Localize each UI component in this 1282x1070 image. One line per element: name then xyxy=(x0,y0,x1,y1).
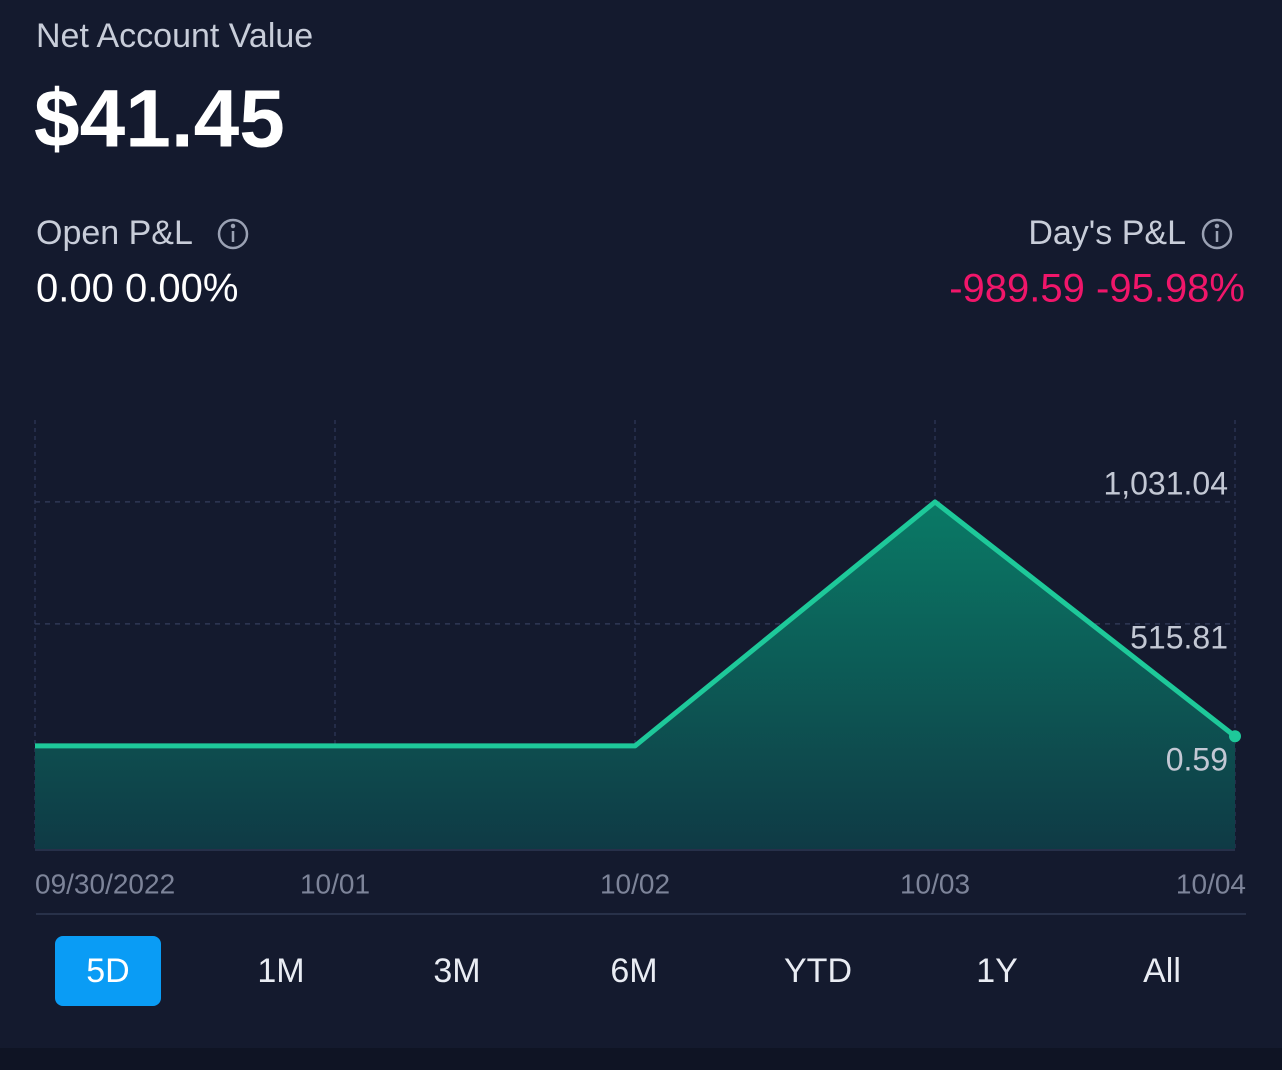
open-pnl-value: 0.00 0.00% xyxy=(36,267,238,311)
account-value: $41.45 xyxy=(34,74,285,165)
x-tick-label: 10/03 xyxy=(900,868,970,899)
bottom-bar xyxy=(0,1048,1282,1070)
open-pnl-label: Open P&L xyxy=(36,214,193,252)
line xyxy=(35,499,1237,749)
x-tick-label: 10/04 xyxy=(1176,868,1246,899)
range-button[interactable]: 3M xyxy=(433,952,481,990)
info-icon[interactable] xyxy=(217,218,249,250)
x-tick-label: 09/30/2022 xyxy=(35,868,175,899)
y-tick-label: 1,031.04 xyxy=(1103,465,1228,501)
range-button[interactable]: 1Y xyxy=(976,952,1018,990)
day-pnl-value: -989.59 -95.98% xyxy=(949,267,1245,311)
day-pnl-label: Day's P&L xyxy=(1028,214,1186,252)
y-tick-label: 0.59 xyxy=(1166,741,1228,777)
info-icon[interactable] xyxy=(1201,218,1233,250)
range-button[interactable]: 1M xyxy=(257,952,305,990)
range-button[interactable]: All xyxy=(1143,952,1181,990)
range-button[interactable]: 5D xyxy=(55,936,161,1006)
range-button[interactable]: 6M xyxy=(610,952,658,990)
account-label: Net Account Value xyxy=(36,17,313,55)
x-tick-label: 10/01 xyxy=(300,868,370,899)
range-button[interactable]: YTD xyxy=(784,952,852,990)
last-point xyxy=(1229,730,1241,743)
y-tick-label: 515.81 xyxy=(1130,619,1228,655)
area xyxy=(35,501,1235,850)
x-tick-label: 10/02 xyxy=(600,868,670,899)
